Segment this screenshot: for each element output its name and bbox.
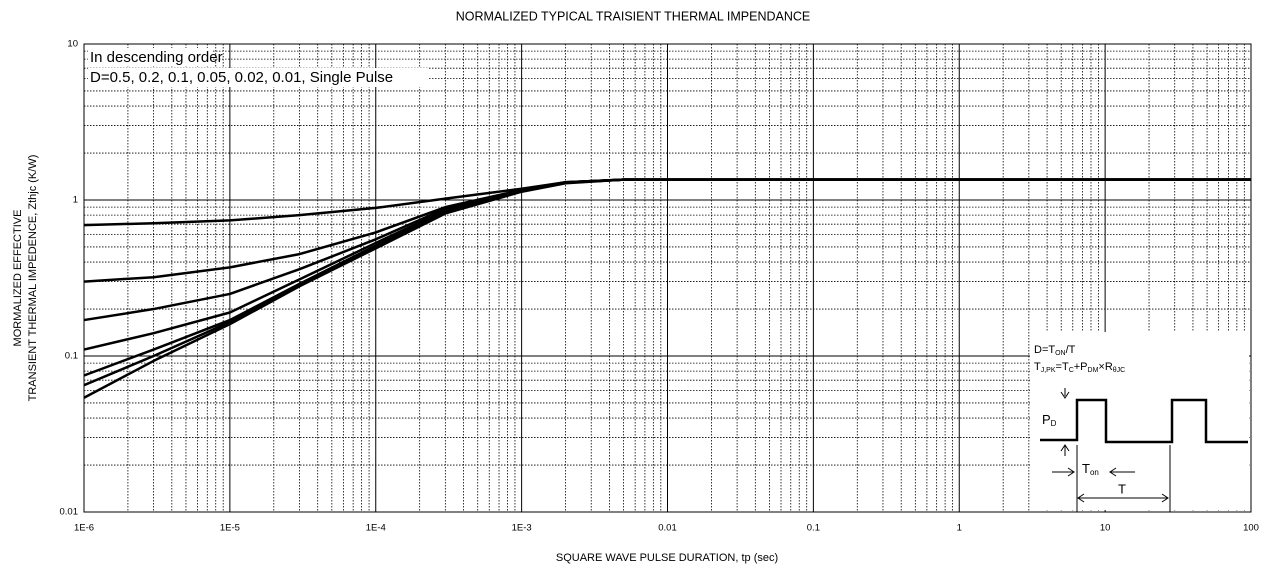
x-tick-label: 1E-6	[74, 523, 94, 534]
y-axis-label: MORMALIZED EFFECTIVE	[12, 210, 24, 347]
x-axis-label: SQUARE WAVE PULSE DURATION, tp (sec)	[556, 552, 778, 564]
annotation-bg	[88, 48, 212, 66]
y-tick-label: 1	[73, 195, 78, 206]
y-tick-label: 0.1	[65, 351, 78, 362]
y-axis-label: TRANSIENT THERMAL IMPEDENCE, Zthjc (K/W)	[27, 155, 39, 402]
x-tick-label: 100	[1243, 523, 1259, 534]
x-tick-label: 10	[1100, 523, 1111, 534]
x-tick-label: 1E-3	[512, 523, 532, 534]
chart-title: NORMALIZED TYPICAL TRAISIENT THERMAL IMP…	[456, 9, 810, 23]
annotation-bg	[88, 68, 428, 87]
x-tick-label: 0.01	[658, 523, 677, 534]
inset: D=TON/T TJ,PK=TC+PDM×RθJC PD Ton T	[1030, 332, 1249, 512]
plot-frame	[83, 43, 1252, 513]
annotation: In descending order	[90, 49, 223, 66]
x-tick-label: 1E-4	[366, 523, 386, 534]
arrow	[1060, 388, 1070, 456]
inset-text: D=TON/T	[1034, 344, 1076, 357]
arrow	[1052, 445, 1171, 512]
x-tick-label: 1E-5	[220, 523, 240, 534]
lines	[83, 178, 1251, 399]
inset-text: Ton	[1082, 461, 1099, 477]
x-tick-label: 0.1	[807, 523, 820, 534]
inset-text: TJ,PK=TC+PDM×RθJC	[1034, 361, 1125, 374]
x-tick-label: 1	[957, 523, 962, 534]
inset-bg	[1030, 332, 1249, 510]
annotation: D=0.5, 0.2, 0.1, 0.05, 0.02, 0.01, Singl…	[90, 69, 393, 86]
inset-text: T	[1118, 481, 1126, 496]
inset-text: PD	[1042, 412, 1057, 428]
series-line	[83, 178, 1251, 399]
y-tick-label: 0.01	[60, 507, 79, 518]
grid	[83, 43, 1252, 513]
waveform	[1040, 398, 1248, 444]
y-tick-label: 10	[67, 39, 78, 50]
